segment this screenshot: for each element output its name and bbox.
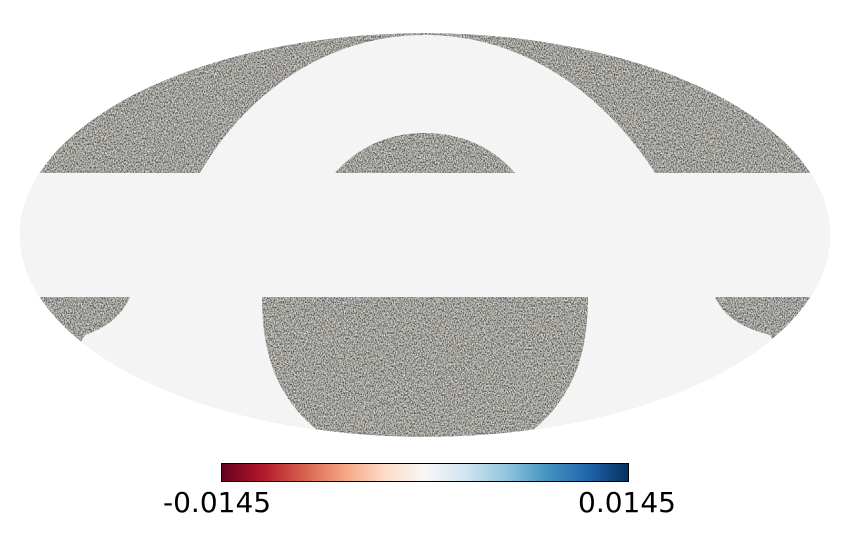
colorbar-min-label: -0.0145 (163, 486, 272, 519)
mask-upper-arc (200, 35, 655, 173)
mask-band (20, 173, 830, 297)
colorbar (221, 463, 629, 482)
colorbar-max-label: 0.0145 (578, 486, 676, 519)
